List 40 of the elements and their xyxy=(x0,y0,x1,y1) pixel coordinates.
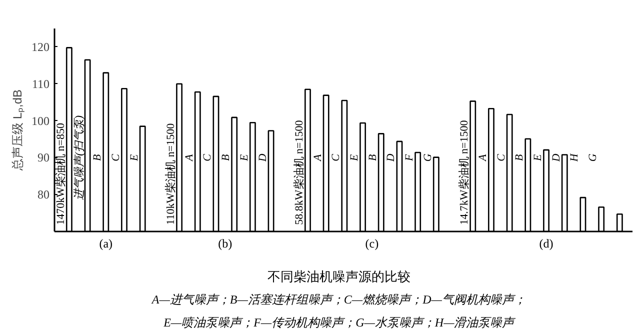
x-tick-label: E xyxy=(238,154,250,162)
x-tick-label: G xyxy=(422,154,434,162)
x-tick-label: B xyxy=(366,154,379,162)
x-tick-label: B xyxy=(92,154,104,162)
x-tick-label: C xyxy=(202,153,214,162)
x-tick-label: D xyxy=(385,154,398,163)
x-tick-label: A xyxy=(183,154,196,162)
text: E—喷油泵噪声；F—传动机构噪声；G—水泵噪声；H—滑油泵噪声 xyxy=(162,316,516,330)
x-tick-label: 进气噪声(扫气泵) xyxy=(72,115,86,200)
x-tick-label: D xyxy=(256,154,269,163)
y-tick-label: 100 xyxy=(32,114,50,128)
x-tick-label: E xyxy=(348,154,361,162)
x-tick-label: D xyxy=(550,154,562,163)
x-tick-label: B xyxy=(220,154,232,162)
x-tick-label: B xyxy=(514,154,526,162)
x-tick-label: C xyxy=(110,153,122,162)
y-axis-title: 总声压级 Lₚ,dB xyxy=(10,89,24,172)
x-tick-label: C xyxy=(495,153,508,162)
text: (c) xyxy=(365,236,379,250)
x-tick-label: 14.7kW柴油机 n=1500 xyxy=(458,120,471,225)
x-tick-label: E xyxy=(532,154,544,162)
x-tick-label: C xyxy=(330,153,342,162)
x-tick-label: G xyxy=(587,154,600,162)
text: (a) xyxy=(99,236,113,250)
x-tick-label: A xyxy=(312,154,324,162)
text: (d) xyxy=(539,236,554,250)
y-tick-label: 120 xyxy=(32,40,50,54)
y-tick-label: 110 xyxy=(32,76,50,91)
x-tick-label: E xyxy=(128,154,140,162)
text: (b) xyxy=(218,236,232,250)
x-tick-label: 1470kW柴油机 n=850 xyxy=(54,122,67,225)
text: A—进气噪声；B—活塞连杆组噪声；C—燃烧噪声；D—气阀机构噪声； xyxy=(150,292,526,306)
x-tick-label: 110kW柴油机 n=1500 xyxy=(164,122,178,225)
x-tick-label: H xyxy=(568,152,581,163)
y-tick-label: 90 xyxy=(38,150,50,165)
x-tick-label: A xyxy=(476,154,489,162)
y-tick-label: 80 xyxy=(38,188,50,202)
x-tick-label: F xyxy=(404,154,416,162)
text: 不同柴油机噪声源的比较 xyxy=(267,269,410,284)
x-tick-label: 58.8kW柴油机 n=1500 xyxy=(292,120,306,225)
